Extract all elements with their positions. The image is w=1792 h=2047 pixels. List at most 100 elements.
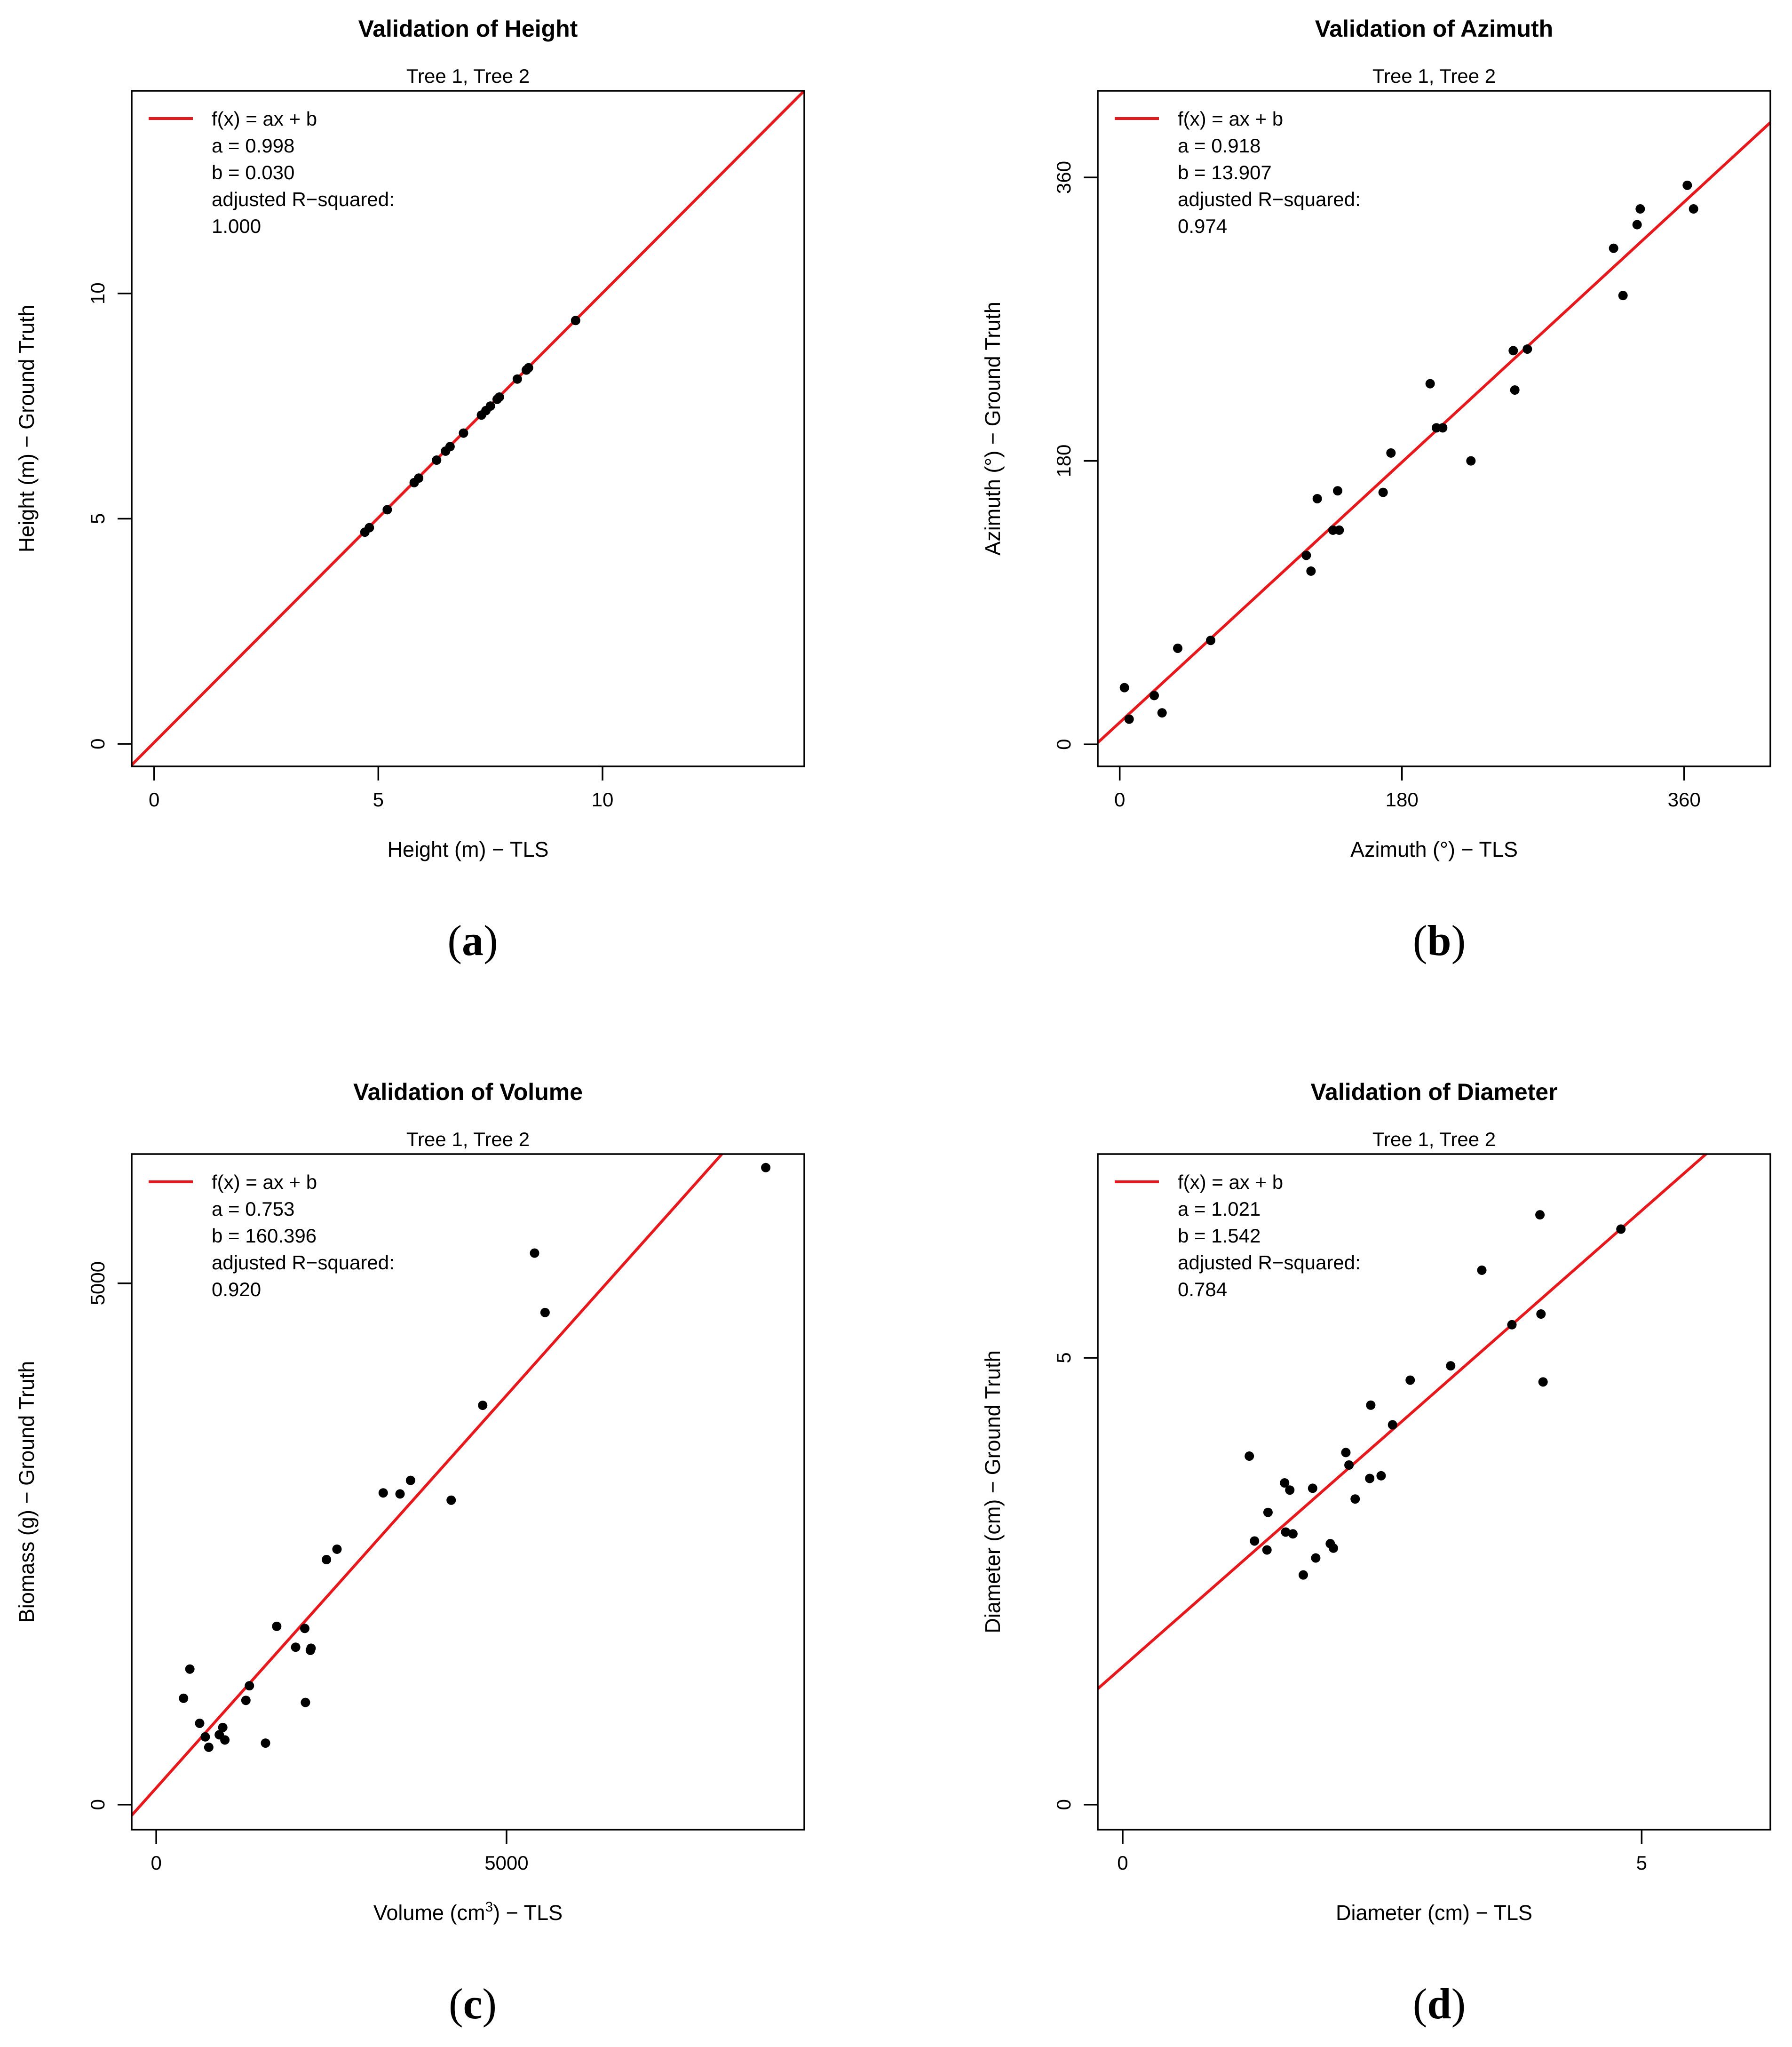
legend-text: a = 0.998 [212, 135, 294, 157]
data-point [1366, 1400, 1376, 1410]
data-point [1328, 1543, 1338, 1553]
legend-text: b = 13.907 [1178, 161, 1272, 183]
data-point [1245, 1451, 1254, 1461]
data-point [1477, 1265, 1487, 1275]
y-tick-label: 10 [87, 282, 109, 304]
data-point [291, 1642, 301, 1652]
data-point [1508, 346, 1518, 356]
legend-text: adjusted R−squared: [1178, 188, 1361, 210]
data-point [1609, 243, 1618, 253]
data-point [1350, 1494, 1360, 1504]
data-point [1250, 1536, 1260, 1546]
data-point [761, 1163, 771, 1172]
data-point [1344, 1460, 1354, 1470]
y-tick-label: 0 [1053, 739, 1075, 749]
plot-area [132, 91, 804, 766]
x-axis-label: Height (m) − TLS [387, 837, 548, 861]
y-tick-label: 5 [87, 513, 109, 524]
data-point [306, 1643, 316, 1653]
data-point [220, 1735, 230, 1745]
legend-text: f(x) = ax + b [1178, 108, 1283, 130]
x-tick-label: 0 [1117, 1852, 1128, 1874]
data-point [1438, 423, 1448, 433]
data-point [1376, 1471, 1386, 1481]
data-point [1507, 1320, 1517, 1330]
y-tick-label: 0 [87, 738, 109, 749]
data-point [1618, 291, 1628, 301]
data-point [1281, 1527, 1291, 1537]
chart-title: Validation of Diameter [1310, 1079, 1557, 1105]
data-point [478, 1401, 488, 1410]
fit-line [132, 1154, 724, 1816]
data-point [1405, 1375, 1415, 1385]
data-point [1510, 385, 1520, 395]
data-point [485, 401, 495, 411]
data-point [1150, 691, 1159, 701]
data-point [1301, 550, 1311, 560]
fit-line [1098, 1154, 1708, 1690]
data-point [414, 473, 424, 483]
x-tick-label: 0 [151, 1852, 161, 1874]
data-point [512, 374, 522, 384]
data-point [261, 1738, 270, 1748]
data-point [1280, 1478, 1290, 1488]
data-point [1124, 714, 1134, 724]
plot-frame [131, 90, 805, 767]
data-point [1682, 180, 1692, 190]
panel-label: (b) [1413, 916, 1466, 964]
data-point [1535, 1210, 1545, 1220]
x-tick-label: 5000 [484, 1852, 528, 1874]
data-point [1298, 1570, 1308, 1580]
legend-text: b = 0.030 [212, 161, 294, 183]
chart-c: Validation of Volume Tree 1, Tree 2 0 5000 0… [15, 1079, 805, 2028]
data-point [571, 316, 580, 326]
data-point [200, 1732, 210, 1742]
legend-text: 0.920 [212, 1278, 261, 1300]
data-point [446, 1495, 456, 1505]
data-point [218, 1722, 228, 1732]
data-point [1386, 448, 1396, 458]
data-point [365, 523, 374, 533]
data-point [378, 1488, 388, 1498]
legend-text: f(x) = ax + b [212, 108, 317, 130]
data-point [459, 428, 468, 438]
y-axis-label: Diameter (cm) − Ground Truth [981, 1350, 1005, 1633]
data-point [1425, 379, 1435, 389]
data-point [1365, 1474, 1375, 1483]
chart-title: Validation of Height [358, 16, 578, 42]
data-point [301, 1697, 310, 1707]
legend-text: adjusted R−squared: [212, 1251, 395, 1274]
y-tick-label: 5 [1053, 1352, 1075, 1363]
data-point [1173, 643, 1182, 653]
legend-text: b = 1.542 [1178, 1225, 1261, 1247]
x-tick-label: 0 [149, 789, 159, 811]
data-point [405, 1475, 415, 1485]
data-point [1311, 1553, 1321, 1563]
x-tick-label: 5 [373, 789, 384, 811]
legend-text: a = 0.753 [212, 1198, 294, 1220]
data-point [179, 1693, 189, 1703]
data-point [1466, 456, 1476, 466]
y-tick-label: 180 [1053, 445, 1075, 478]
x-axis-label: Diameter (cm) − TLS [1336, 1901, 1532, 1925]
data-point [432, 455, 442, 465]
data-point [1616, 1224, 1626, 1234]
data-point [540, 1307, 550, 1317]
y-tick-label: 0 [1053, 1799, 1075, 1810]
data-point [1285, 1485, 1295, 1495]
y-tick-label: 0 [87, 1799, 109, 1810]
data-point [1538, 1377, 1548, 1387]
data-point [1312, 494, 1322, 503]
data-point [1388, 1420, 1397, 1430]
legend-text: f(x) = ax + b [212, 1171, 317, 1193]
plot-frame [131, 1153, 805, 1831]
chart-a: Validation of Height Tree 1, Tree 2 0 5 10 0 5… [15, 16, 805, 964]
panel-label: (c) [449, 1980, 497, 2028]
data-point [395, 1489, 405, 1499]
legend: f(x) = ax + b a = 0.918 b = 13.907 adjusted… [1115, 108, 1361, 237]
legend-text: a = 1.021 [1178, 1198, 1261, 1220]
chart-subtitle: Tree 1, Tree 2 [1372, 65, 1496, 87]
data-point [1632, 220, 1642, 230]
